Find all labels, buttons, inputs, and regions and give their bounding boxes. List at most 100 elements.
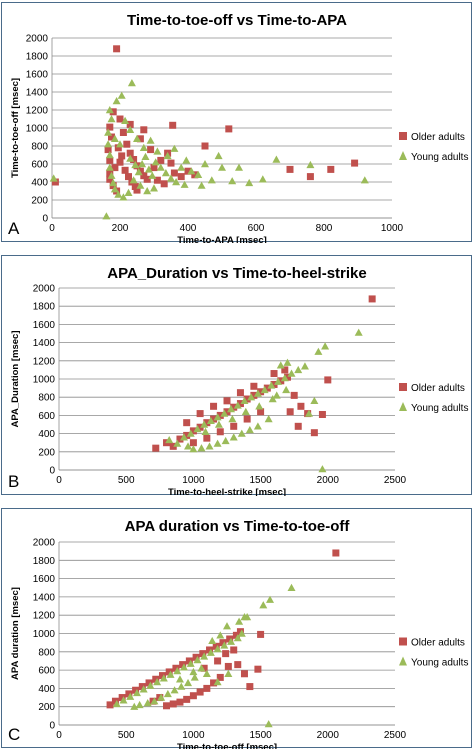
point-older-adults: [234, 661, 242, 669]
point-young-adults: [310, 396, 319, 405]
point-young-adults: [163, 689, 172, 698]
point-young-adults: [205, 442, 214, 450]
point-older-adults: [327, 165, 335, 173]
point-older-adults: [106, 175, 114, 183]
point-older-adults: [250, 382, 258, 390]
point-young-adults: [133, 134, 141, 142]
point-young-adults: [300, 362, 309, 370]
point-older-adults: [257, 408, 265, 416]
point-older-adults: [243, 415, 251, 423]
point-young-adults: [153, 677, 162, 686]
point-young-adults: [172, 178, 181, 186]
point-young-adults: [240, 396, 249, 405]
legend-label: Young adults: [411, 403, 468, 414]
x-tick-label: 0: [56, 475, 62, 486]
point-older-adults: [263, 384, 271, 392]
point-young-adults: [112, 699, 121, 708]
y-tick-label: 1200: [33, 356, 56, 367]
point-young-adults: [274, 377, 283, 385]
x-tick-label: 2000: [317, 730, 340, 741]
point-young-adults: [264, 415, 273, 423]
point-older-adults: [250, 391, 258, 399]
point-young-adults: [184, 442, 193, 450]
y-tick-label: 1800: [33, 302, 56, 313]
point-older-adults: [222, 650, 230, 658]
point-older-adults: [230, 646, 238, 654]
y-tick-label: 1000: [33, 375, 56, 386]
point-young-adults: [206, 416, 215, 425]
point-older-adults: [121, 166, 129, 174]
point-young-adults: [228, 415, 237, 423]
point-older-adults: [185, 657, 193, 665]
point-older-adults: [223, 408, 231, 416]
x-tick-label: 500: [118, 730, 135, 741]
legend-label: Older adults: [411, 638, 465, 649]
point-older-adults: [143, 175, 151, 183]
point-young-adults: [130, 702, 139, 710]
point-young-adults: [131, 160, 140, 169]
point-older-adults: [140, 126, 148, 134]
point-young-adults: [114, 190, 123, 198]
point-young-adults: [272, 391, 281, 399]
point-young-adults: [187, 167, 196, 175]
y-tick-label: 400: [38, 684, 55, 695]
point-young-adults: [110, 134, 119, 142]
chart-panel-a: Time-to-toe-off vs Time-to-APA 0 200 400 600…: [1, 2, 472, 243]
point-young-adults: [107, 115, 116, 123]
point-young-adults: [102, 212, 111, 220]
point-older-adults: [270, 380, 278, 388]
point-young-adults: [201, 427, 210, 435]
point-young-adults: [177, 163, 186, 171]
point-young-adults: [189, 445, 198, 453]
chart-panel-b: APA_Duration vs Time-to-heel-strike 0 200 4…: [1, 255, 472, 496]
panel-letter-b: B: [8, 472, 20, 491]
point-young-adults: [220, 641, 229, 649]
point-young-adults: [193, 425, 202, 433]
point-older-adults: [133, 186, 141, 194]
y-tick-label: 800: [38, 647, 55, 658]
point-young-adults: [150, 697, 159, 705]
point-young-adults: [141, 152, 150, 160]
chart-svg-c: APA duration vs Time-to-toe-off 0 200 400 60…: [10, 518, 468, 749]
point-older-adults: [51, 178, 59, 186]
point-young-adults: [243, 613, 252, 621]
point-older-adults: [177, 173, 185, 181]
point-older-adults: [318, 410, 326, 418]
x-tick-label: 2000: [317, 475, 340, 486]
point-young-adults: [107, 171, 116, 179]
legend-label: Older adults: [411, 383, 465, 394]
point-older-adults: [219, 639, 227, 647]
point-older-adults: [230, 403, 238, 411]
x-tick-label: 600: [248, 223, 265, 234]
point-older-adults: [189, 439, 197, 447]
point-young-adults: [306, 160, 315, 169]
point-older-adults: [183, 419, 191, 427]
x-tick-label: 400: [180, 223, 197, 234]
point-young-adults: [121, 116, 130, 124]
point-older-adults: [136, 135, 144, 143]
point-young-adults: [266, 595, 275, 603]
point-young-adults: [105, 163, 114, 171]
point-young-adults: [150, 184, 158, 192]
point-older-adults: [111, 164, 119, 172]
point-young-adults: [193, 656, 202, 664]
point-young-adults: [268, 395, 277, 403]
point-older-adults: [257, 388, 265, 396]
chart-title: APA_Duration vs Time-to-heel-strike: [107, 265, 367, 282]
point-older-adults: [236, 628, 244, 636]
point-older-adults: [169, 121, 177, 129]
point-young-adults: [119, 696, 128, 704]
point-young-adults: [228, 177, 237, 185]
point-young-adults: [245, 178, 254, 187]
point-older-adults: [224, 662, 232, 670]
point-older-adults: [196, 423, 204, 431]
point-older-adults: [351, 159, 359, 167]
point-older-adults: [203, 419, 211, 427]
point-older-adults: [189, 427, 197, 435]
point-young-adults: [276, 361, 285, 369]
point-young-adults: [139, 143, 148, 151]
point-young-adults: [110, 185, 119, 193]
point-young-adults: [173, 667, 182, 675]
y-tick-label: 2000: [26, 34, 49, 45]
point-young-adults: [206, 648, 215, 656]
